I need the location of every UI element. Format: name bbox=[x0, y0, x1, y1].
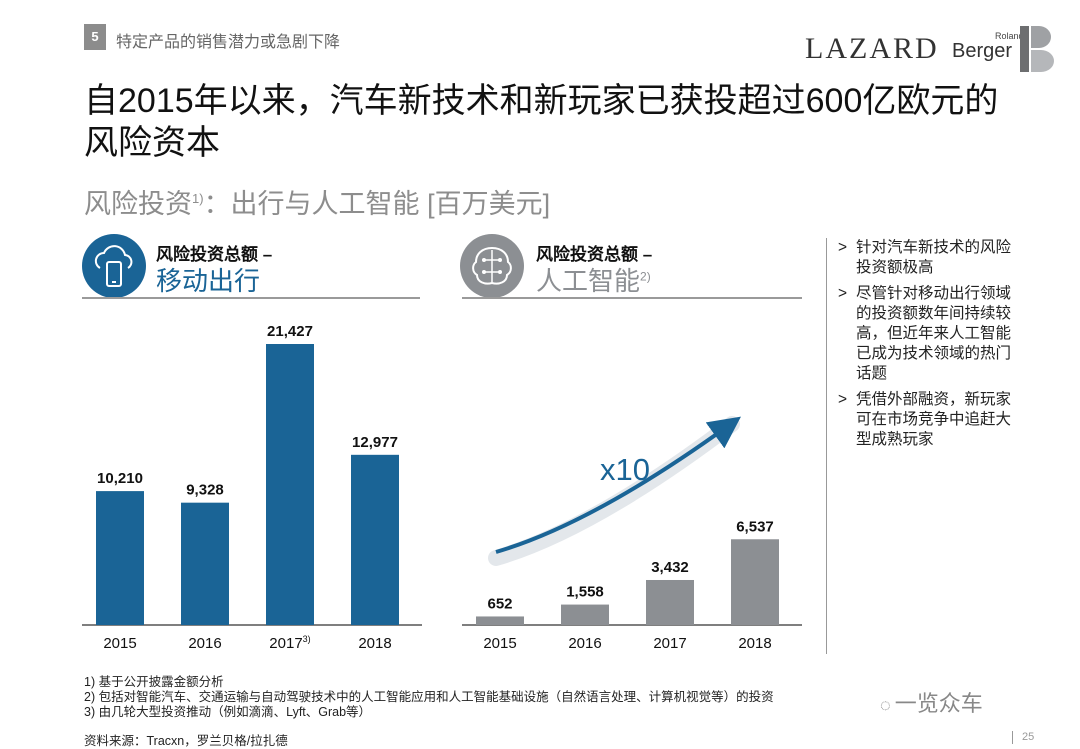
bullet-marker: > bbox=[838, 239, 848, 256]
footnote-2: 2) 包括对智能汽车、交通运输与自动驾驶技术中的人工智能应用和人工智能基础设施（… bbox=[84, 690, 774, 704]
ai-tick-label-2016: 2016 bbox=[568, 635, 601, 652]
growth-arrow bbox=[495, 416, 741, 554]
mobility-bar-2016 bbox=[181, 502, 229, 625]
bullet-marker: > bbox=[838, 285, 848, 302]
page-title: 自2015年以来，汽车新技术和新玩家已获投超过600亿欧元的风险资本 bbox=[84, 82, 999, 162]
ai-bar-2016 bbox=[561, 604, 609, 625]
panel-mobility-label: 风险投资总额 – bbox=[156, 245, 273, 264]
page-number-divider bbox=[1012, 731, 1013, 744]
mobility-bar-2015 bbox=[96, 491, 144, 625]
bullet-marker: > bbox=[838, 391, 848, 408]
panel-mobility-name: 移动出行 bbox=[156, 261, 260, 298]
ai-bar-chart: x10 652 2015 1,558 2016 3,432 2017 6,537 2018 bbox=[462, 416, 802, 652]
panel-ai-label: 风险投资总额 – bbox=[536, 245, 653, 264]
mobility-tick-label-2017: 20173) bbox=[269, 634, 310, 652]
mobility-bar-2018 bbox=[351, 454, 399, 625]
lazard-logo: LAZARD bbox=[805, 32, 939, 65]
roland-berger-b-logo-icon bbox=[1020, 26, 1054, 72]
roland-logo-text: Roland bbox=[995, 31, 1024, 41]
berger-logo-text: Berger bbox=[952, 40, 1013, 62]
ai-tick-label-2017: 2017 bbox=[653, 635, 686, 652]
ai-bar-2018 bbox=[731, 539, 779, 625]
bullet-item: > 针对汽车新技术的风险投资额极高 bbox=[838, 238, 1018, 278]
footnote-1: 1) 基于公开披露金额分析 bbox=[84, 675, 224, 689]
growth-label: x10 bbox=[600, 452, 650, 487]
cloud-smartphone-icon bbox=[82, 234, 146, 298]
brain-circuit-icon bbox=[460, 234, 524, 298]
subtitle-text-b: ：出行与人工智能 [百万美元] bbox=[203, 189, 551, 219]
mobility-bar-chart: 10,210 2015 9,328 2016 21,427 20173) 12,977 201… bbox=[82, 323, 422, 652]
subtitle-footnote-ref: 1) bbox=[192, 191, 204, 206]
footnote-3: 3) 由几轮大型投资推动（例如滴滴、Lyft、Grab等） bbox=[84, 705, 372, 719]
panel-ai-footnote-ref: 2) bbox=[640, 269, 651, 284]
bullet-text: 凭借外部融资，新玩家可在市场竞争中追赶大型成熟玩家 bbox=[856, 391, 1012, 448]
source-note: 资料来源：Tracxn，罗兰贝格/拉扎德 bbox=[84, 734, 288, 748]
ai-tick-label-2015: 2015 bbox=[483, 635, 516, 652]
mobility-value-label-2015: 10,210 bbox=[97, 470, 143, 487]
mobility-tick-footnote-ref: 3) bbox=[303, 634, 311, 644]
page-number: 25 bbox=[1022, 731, 1035, 743]
bullet-item: > 尽管针对移动出行领域的投资额数年间持续较高，但近年来人工智能已成为技术领域的热… bbox=[838, 284, 1018, 384]
section-number: 5 bbox=[84, 24, 106, 50]
bullet-text: 尽管针对移动出行领域的投资额数年间持续较高，但近年来人工智能已成为技术领域的热门… bbox=[856, 285, 1012, 382]
watermark-text: 一览众车 bbox=[894, 691, 983, 716]
mobility-value-label-2018: 12,977 bbox=[352, 434, 398, 451]
mobility-value-label-2017: 21,427 bbox=[267, 323, 313, 340]
mobility-bar-2017 bbox=[266, 344, 314, 625]
ai-value-label-2015: 652 bbox=[487, 595, 512, 612]
wechat-icon: ◌ bbox=[880, 695, 891, 715]
key-points: > 针对汽车新技术的风险投资额极高 > 尽管针对移动出行领域的投资额数年间持续较高，… bbox=[838, 238, 1018, 456]
mobility-tick-label-2015: 2015 bbox=[103, 635, 136, 652]
ai-value-label-2017: 3,432 bbox=[651, 559, 689, 576]
ai-bar-2015 bbox=[476, 616, 524, 625]
chart-subtitle: 风险投资1)：出行与人工智能 [百万美元] bbox=[84, 182, 550, 221]
section-title: 特定产品的销售潜力或急剧下降 bbox=[116, 34, 341, 51]
mobility-value-label-2016: 9,328 bbox=[186, 482, 224, 499]
ai-tick-label-2018: 2018 bbox=[738, 635, 771, 652]
mobility-tick-label-2018: 2018 bbox=[358, 635, 391, 652]
bullet-text: 针对汽车新技术的风险投资额极高 bbox=[856, 239, 1012, 276]
bullet-item: > 凭借外部融资，新玩家可在市场竞争中追赶大型成熟玩家 bbox=[838, 390, 1018, 450]
panel-ai-rule bbox=[462, 297, 802, 299]
panel-ai-name: 人工智能2) bbox=[536, 261, 651, 298]
subtitle-text-a: 风险投资 bbox=[84, 189, 192, 219]
mobility-tick-label-2016: 2016 bbox=[188, 635, 221, 652]
watermark: ◌ 一览众车 bbox=[880, 686, 983, 718]
panel-ai-name-text: 人工智能 bbox=[536, 266, 641, 296]
vertical-divider bbox=[826, 238, 827, 654]
panel-mobility-rule bbox=[82, 297, 420, 299]
ai-value-label-2016: 1,558 bbox=[566, 584, 604, 601]
ai-value-label-2018: 6,537 bbox=[736, 518, 774, 535]
ai-bar-2017 bbox=[646, 579, 694, 625]
panel-mobility-name-text: 移动出行 bbox=[156, 266, 261, 296]
